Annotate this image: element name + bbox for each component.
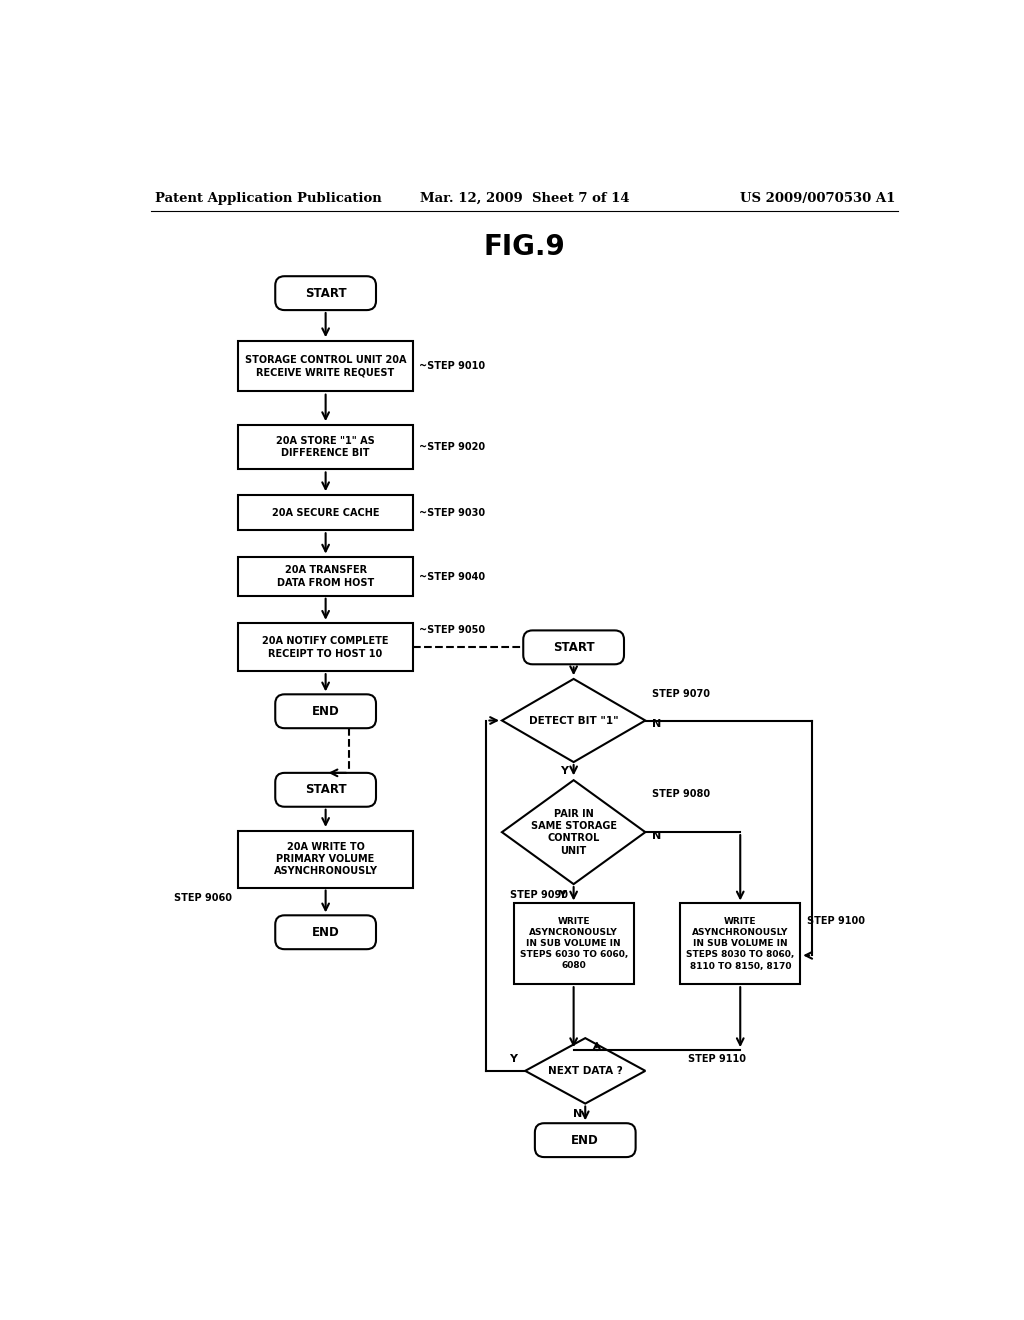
FancyBboxPatch shape: [523, 631, 624, 664]
Text: STEP 9060: STEP 9060: [174, 892, 232, 903]
Text: N: N: [651, 832, 660, 841]
Text: N: N: [572, 1109, 582, 1119]
Text: WRITE
ASYNCRONOUSLY
IN SUB VOLUME IN
STEPS 6030 TO 6060,
6080: WRITE ASYNCRONOUSLY IN SUB VOLUME IN STE…: [519, 917, 628, 970]
Bar: [239, 623, 413, 671]
FancyBboxPatch shape: [275, 915, 376, 949]
Text: ~STEP 9030: ~STEP 9030: [419, 508, 485, 517]
Text: 20A STORE "1" AS
DIFFERENCE BIT: 20A STORE "1" AS DIFFERENCE BIT: [276, 436, 375, 458]
FancyBboxPatch shape: [275, 774, 376, 807]
Bar: [239, 557, 413, 595]
Text: 20A SECURE CACHE: 20A SECURE CACHE: [272, 508, 379, 517]
Text: 20A TRANSFER
DATA FROM HOST: 20A TRANSFER DATA FROM HOST: [278, 565, 374, 587]
Text: ~STEP 9050: ~STEP 9050: [419, 626, 485, 635]
FancyBboxPatch shape: [275, 694, 376, 729]
Text: Mar. 12, 2009  Sheet 7 of 14: Mar. 12, 2009 Sheet 7 of 14: [420, 191, 630, 205]
Bar: [239, 495, 413, 531]
Text: WRITE
ASYNCHRONOUSLY
IN SUB VOLUME IN
STEPS 8030 TO 8060,
8110 TO 8150, 8170: WRITE ASYNCHRONOUSLY IN SUB VOLUME IN ST…: [686, 917, 795, 970]
Text: ~STEP 9010: ~STEP 9010: [419, 362, 485, 371]
Text: Patent Application Publication: Patent Application Publication: [155, 191, 382, 205]
Text: Y: Y: [509, 1055, 517, 1064]
Text: FIG.9: FIG.9: [484, 232, 565, 261]
Bar: [514, 903, 634, 985]
Text: Y: Y: [560, 767, 568, 776]
Text: PAIR IN
SAME STORAGE
CONTROL
UNIT: PAIR IN SAME STORAGE CONTROL UNIT: [530, 809, 616, 855]
Text: START: START: [305, 286, 346, 300]
Text: Y: Y: [558, 890, 566, 900]
Text: STEP 9090: STEP 9090: [510, 890, 567, 900]
Text: ~STEP 9040: ~STEP 9040: [419, 572, 485, 582]
Text: START: START: [553, 640, 595, 653]
FancyBboxPatch shape: [535, 1123, 636, 1158]
Text: 20A WRITE TO
PRIMARY VOLUME
ASYNCHRONOUSLY: 20A WRITE TO PRIMARY VOLUME ASYNCHRONOUS…: [273, 842, 378, 876]
Polygon shape: [502, 780, 645, 884]
Text: STEP 9070: STEP 9070: [651, 689, 710, 698]
Text: STORAGE CONTROL UNIT 20A
RECEIVE WRITE REQUEST: STORAGE CONTROL UNIT 20A RECEIVE WRITE R…: [245, 355, 407, 378]
Bar: [239, 425, 413, 470]
Text: START: START: [305, 783, 346, 796]
Text: STEP 9080: STEP 9080: [651, 788, 710, 799]
Text: N: N: [651, 719, 660, 730]
Text: NEXT DATA ?: NEXT DATA ?: [548, 1065, 623, 1076]
Polygon shape: [525, 1038, 645, 1104]
Text: STEP 9100: STEP 9100: [807, 916, 864, 925]
Bar: [239, 830, 413, 887]
Text: END: END: [311, 705, 340, 718]
FancyBboxPatch shape: [275, 276, 376, 310]
Text: DETECT BIT "1": DETECT BIT "1": [528, 715, 618, 726]
Text: 20A NOTIFY COMPLETE
RECEIPT TO HOST 10: 20A NOTIFY COMPLETE RECEIPT TO HOST 10: [262, 636, 389, 659]
Polygon shape: [502, 678, 645, 762]
Bar: [239, 342, 413, 391]
Text: END: END: [311, 925, 340, 939]
Text: ~STEP 9020: ~STEP 9020: [419, 442, 485, 453]
Text: US 2009/0070530 A1: US 2009/0070530 A1: [740, 191, 895, 205]
Bar: [680, 903, 801, 985]
Text: END: END: [571, 1134, 599, 1147]
Text: STEP 9110: STEP 9110: [688, 1055, 745, 1064]
